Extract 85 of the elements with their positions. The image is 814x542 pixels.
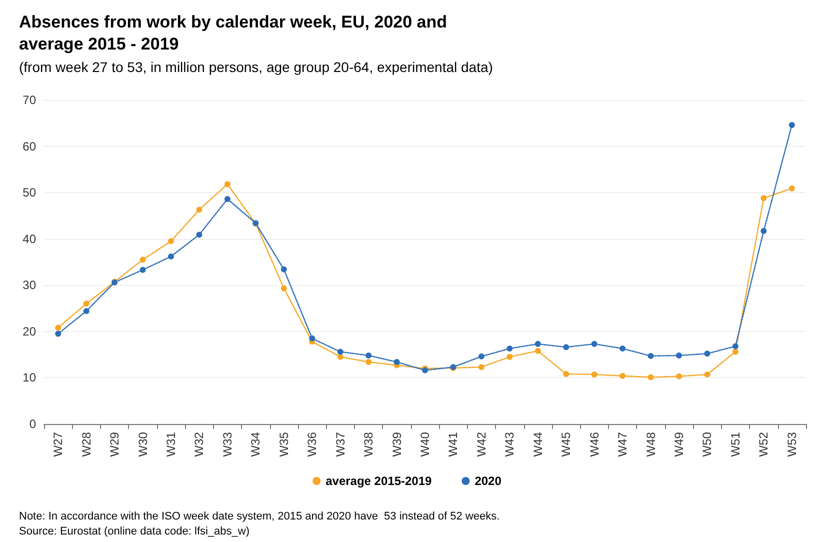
point bbox=[366, 352, 372, 358]
point bbox=[534, 348, 541, 354]
point bbox=[55, 330, 62, 337]
y-tick-label: 30 bbox=[22, 278, 36, 292]
x-tick-label: W47 bbox=[616, 432, 630, 457]
point bbox=[591, 371, 598, 378]
x-tick-label: W37 bbox=[333, 432, 348, 457]
y-tick-label: 10 bbox=[22, 370, 36, 385]
y-tick-label: 70 bbox=[22, 93, 36, 107]
chart-subtitle: (from week 27 to 53, in million persons, age group 20-64, experimental data) bbox=[19, 59, 493, 75]
y-tick-label: 20 bbox=[22, 324, 36, 338]
point bbox=[224, 196, 230, 202]
text: Note: In accordance with the ISO week date system, 2015 and 2020 have 53 instead of 52 weeks. bbox=[19, 510, 500, 522]
point bbox=[591, 340, 598, 347]
point bbox=[394, 358, 400, 365]
point bbox=[676, 352, 682, 358]
point bbox=[648, 374, 654, 380]
x-tick-label: W41 bbox=[446, 432, 460, 457]
point bbox=[760, 195, 767, 202]
point bbox=[337, 348, 344, 355]
point bbox=[648, 352, 654, 359]
point bbox=[704, 371, 710, 378]
x-tick-label: W34 bbox=[248, 432, 263, 457]
point bbox=[506, 346, 513, 352]
x-tick-label: W52 bbox=[756, 432, 771, 457]
point bbox=[563, 344, 570, 350]
y-tick-label: 50 bbox=[22, 186, 36, 200]
y-tick-label: 60 bbox=[22, 139, 36, 154]
point bbox=[140, 256, 146, 263]
point bbox=[732, 348, 738, 355]
y-tick-label: 0 bbox=[29, 417, 36, 431]
point bbox=[168, 238, 174, 244]
point bbox=[337, 354, 344, 360]
point bbox=[309, 335, 316, 342]
point bbox=[140, 266, 146, 273]
chart-title: Absences from work by calendar week, EU, 2020 and average 2015 - 2019 bbox=[19, 12, 448, 54]
x-tick-label: W38 bbox=[362, 432, 376, 457]
x-tick-label: W45 bbox=[559, 432, 574, 457]
x-tick-label: W43 bbox=[502, 432, 517, 457]
x-tick-label: W46 bbox=[587, 432, 602, 457]
x-tick-label: W42 bbox=[474, 432, 488, 457]
point bbox=[280, 285, 287, 292]
x-tick-label: W32 bbox=[192, 432, 206, 457]
point bbox=[196, 206, 202, 213]
x-tick-label: W28 bbox=[79, 432, 94, 457]
point bbox=[788, 185, 795, 192]
point bbox=[676, 373, 682, 380]
point bbox=[280, 266, 287, 272]
point bbox=[704, 350, 710, 357]
point bbox=[55, 324, 62, 331]
x-tick-label: W50 bbox=[700, 432, 714, 457]
x-tick-label: W48 bbox=[644, 432, 658, 457]
point bbox=[168, 253, 174, 260]
y-tick-label: 40 bbox=[22, 232, 36, 246]
point bbox=[788, 122, 795, 128]
x-tick-label: W49 bbox=[672, 432, 686, 457]
point bbox=[83, 300, 90, 307]
point bbox=[760, 228, 767, 234]
x-tick-label: W44 bbox=[530, 432, 545, 457]
x-tick-label: W51 bbox=[728, 432, 742, 457]
x-tick-label: W36 bbox=[305, 432, 320, 457]
x-tick-label: W33 bbox=[220, 432, 234, 457]
point bbox=[478, 364, 484, 370]
legend-label: 2020 bbox=[474, 474, 502, 488]
point bbox=[478, 353, 484, 360]
x-tick-label: W39 bbox=[390, 432, 404, 457]
x-tick-label: W27 bbox=[51, 432, 66, 457]
x-tick-label: W31 bbox=[164, 432, 178, 457]
legend-label: average 2015-2019 bbox=[326, 474, 432, 488]
point bbox=[534, 340, 541, 347]
point bbox=[506, 354, 513, 360]
point bbox=[366, 358, 372, 365]
point bbox=[620, 346, 626, 352]
x-tick-label: W29 bbox=[108, 432, 122, 457]
x-tick-label: W30 bbox=[136, 432, 150, 457]
point bbox=[83, 308, 90, 314]
point bbox=[620, 372, 626, 379]
point bbox=[563, 371, 570, 378]
x-tick-label: W53 bbox=[784, 432, 799, 457]
source-note: Source: Eurostat (online data code: lfsi_abs_w) bbox=[19, 526, 250, 538]
x-tick-label: W35 bbox=[276, 432, 291, 457]
point bbox=[732, 343, 738, 350]
point bbox=[196, 232, 202, 238]
x-tick-label: W40 bbox=[418, 432, 432, 457]
point bbox=[224, 181, 230, 188]
